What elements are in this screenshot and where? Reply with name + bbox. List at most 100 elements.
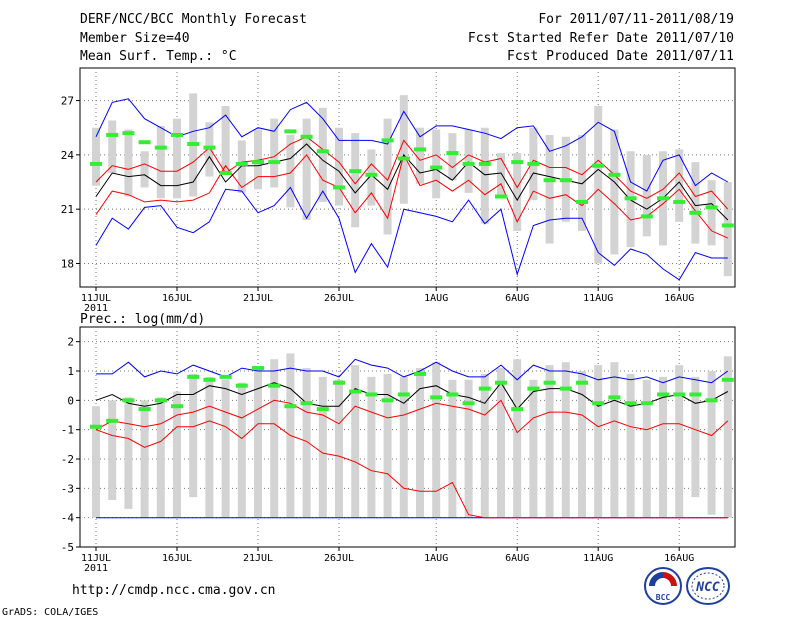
obs-marker xyxy=(462,401,475,406)
obs-marker xyxy=(381,138,394,143)
ensemble-box xyxy=(464,379,473,518)
ensemble-box xyxy=(189,373,198,498)
obs-marker xyxy=(657,196,669,201)
obs-marker xyxy=(511,160,524,165)
ensemble-box xyxy=(578,371,586,518)
x-tick-label: 1AUG xyxy=(424,293,448,304)
obs-marker xyxy=(689,210,702,215)
ensemble-box xyxy=(513,359,522,518)
ensemble-box xyxy=(448,379,457,518)
ensemble-box xyxy=(254,129,262,190)
ensemble-box xyxy=(140,400,149,518)
x-tick-label: 11JUL xyxy=(81,553,111,564)
series-line-min xyxy=(95,98,729,192)
y-tick-label: 2 xyxy=(67,336,74,349)
ensemble-box xyxy=(610,362,619,518)
obs-marker xyxy=(252,160,264,165)
y-tick-label: 18 xyxy=(61,257,74,270)
obs-marker xyxy=(640,214,653,219)
ensemble-box xyxy=(707,371,716,515)
ensemble-box xyxy=(237,382,246,518)
y-tick-label: 27 xyxy=(61,95,74,108)
fcst-started-label: Fcst Started Refer Date 2011/07/10 xyxy=(467,31,734,46)
ensemble-box xyxy=(351,133,360,228)
y-tick-label: -5 xyxy=(61,541,74,554)
y-tick-label: -3 xyxy=(61,482,74,495)
obs-marker xyxy=(559,386,572,391)
obs-marker xyxy=(138,140,151,145)
obs-marker xyxy=(252,366,264,371)
x-tick-label: 11AUG xyxy=(583,293,613,304)
ensemble-box xyxy=(286,134,295,208)
obs-marker xyxy=(154,398,167,403)
member-size-label: Member Size=40 xyxy=(80,31,190,46)
ensemble-box xyxy=(399,95,408,204)
obs-marker xyxy=(349,389,362,394)
ensemble-box xyxy=(270,359,279,518)
obs-marker xyxy=(284,404,297,409)
ensemble-box xyxy=(221,106,230,175)
obs-marker xyxy=(430,165,443,170)
x-tick-label: 16JUL xyxy=(162,553,192,564)
series-line-mean xyxy=(95,381,729,410)
obs-marker xyxy=(543,178,556,183)
obs-marker xyxy=(689,392,702,397)
ensemble-box xyxy=(480,373,489,518)
obs-marker xyxy=(414,147,426,152)
ensemble-box xyxy=(335,379,343,518)
obs-marker xyxy=(592,163,605,168)
ensemble-box xyxy=(561,362,570,518)
obs-marker xyxy=(381,398,394,403)
series-line-p_low xyxy=(95,153,729,239)
ensemble-box xyxy=(432,129,441,199)
x-tick-label: 21JUL xyxy=(243,553,273,564)
obs-marker xyxy=(624,401,637,406)
obs-marker xyxy=(106,132,119,137)
x-tick-label: 11AUG xyxy=(583,553,613,564)
obs-marker xyxy=(527,386,540,391)
obs-marker xyxy=(397,156,410,161)
y-tick-label: 0 xyxy=(67,394,74,407)
y-tick-label: -4 xyxy=(61,512,75,525)
obs-marker xyxy=(284,129,297,134)
obs-marker xyxy=(414,371,426,376)
chart-title: DERF/NCC/BCC Monthly Forecast xyxy=(80,12,307,27)
bcc-logo: BCC xyxy=(643,566,683,606)
ensemble-box xyxy=(448,133,457,181)
x-tick-label: 11JUL xyxy=(81,293,111,304)
x-tick-label: 6AUG xyxy=(505,293,529,304)
footer-credit: GrADS: COLA/IGES xyxy=(2,607,99,618)
footer-url[interactable]: http://cmdp.ncc.cma.gov.cn xyxy=(72,583,276,598)
ensemble-box xyxy=(237,140,246,193)
ensemble-box xyxy=(610,129,619,255)
obs-marker xyxy=(397,392,410,397)
ensemble-box xyxy=(545,365,554,518)
ensemble-box xyxy=(626,373,635,518)
x-tick-label: 6AUG xyxy=(505,553,529,564)
obs-marker xyxy=(333,185,345,190)
ensemble-box xyxy=(254,368,262,518)
x-year-label: 2011 xyxy=(84,563,108,574)
ensemble-box xyxy=(513,153,522,231)
obs-marker xyxy=(559,178,572,183)
obs-marker xyxy=(608,395,621,400)
ensemble-box xyxy=(367,149,376,206)
ncc-logo-text: NCC xyxy=(695,580,720,595)
ensemble-box xyxy=(723,182,732,277)
x-tick-label: 26JUL xyxy=(324,553,354,564)
ensemble-box xyxy=(691,376,700,498)
ensemble-box xyxy=(221,379,230,518)
obs-marker xyxy=(624,196,637,201)
obs-marker xyxy=(446,151,459,156)
ensemble-box xyxy=(399,376,408,518)
x-tick-label: 21JUL xyxy=(243,293,273,304)
ensemble-box xyxy=(124,129,133,197)
ensemble-box xyxy=(659,376,667,518)
ensemble-box xyxy=(691,162,700,244)
chart-panel-1: 18 21 24 27 11JUL 16JUL 21JUL 26JUL 1AUG 6AUG 11AU… xyxy=(61,67,736,314)
ensemble-box xyxy=(92,127,100,186)
ncc-logo: NCC xyxy=(685,566,731,606)
series-line-mean xyxy=(95,143,729,221)
ensemble-box xyxy=(675,365,684,518)
ensemble-box xyxy=(642,379,651,518)
